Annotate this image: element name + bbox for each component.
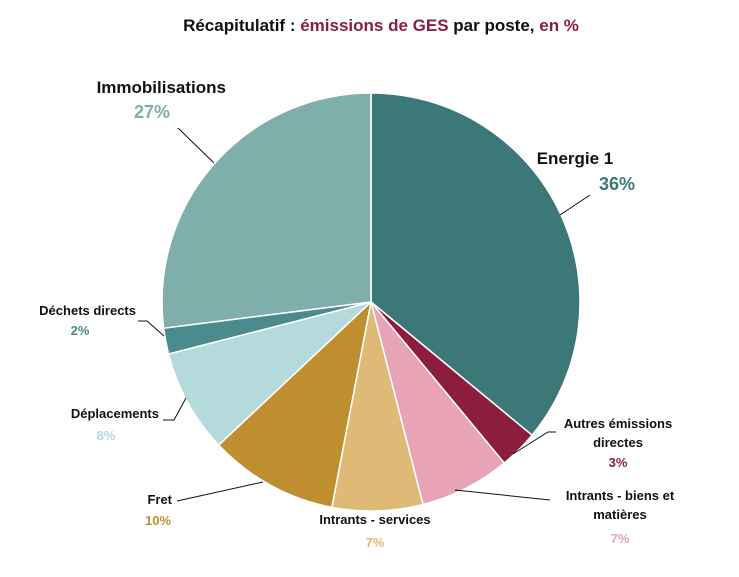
chart-title-part4: en % xyxy=(539,16,579,35)
chart-title-part2: émissions de GES xyxy=(300,16,448,35)
slice-label-intrants-biens-line1: Intrants - biens et xyxy=(566,488,675,503)
leader-lines xyxy=(138,127,591,502)
pie-slices xyxy=(161,92,581,512)
slice-label-intrants-biens-line2: matières xyxy=(593,507,646,522)
slice-percent-energie: 36% xyxy=(599,174,635,194)
slice-percent-intrants-biens: 7% xyxy=(611,531,630,546)
slice-label-autres-line1: Autres émissions xyxy=(564,416,672,431)
slice-label-energie: Energie 1 xyxy=(537,149,614,168)
leader-line-fret xyxy=(176,481,264,502)
slice-percent-intrants-serv: 7% xyxy=(366,535,385,550)
slice-percent-autres: 3% xyxy=(609,455,628,470)
pie-slice-energie xyxy=(370,92,581,437)
pie-slice-fret xyxy=(217,299,373,509)
slice-label-immobilisations: Immobilisations xyxy=(97,78,226,97)
leader-line-immobilisations xyxy=(177,127,215,164)
chart-title: Récapitulatif : émissions de GES par pos… xyxy=(183,16,579,35)
leader-line-energie xyxy=(559,194,591,216)
slice-labels: Energie 1 36% Autres émissions directes 3% In… xyxy=(39,78,675,550)
chart-title-part1: Récapitulatif : xyxy=(183,16,300,35)
pie-slice-immobilisations xyxy=(161,92,372,330)
slice-label-autres-line2: directes xyxy=(593,435,643,450)
leader-line-dechets xyxy=(138,320,165,337)
slice-label-deplacements: Déplacements xyxy=(71,406,159,421)
slice-percent-fret: 10% xyxy=(145,513,171,528)
slice-label-intrants-serv: Intrants - services xyxy=(319,512,430,527)
leader-line-deplacements xyxy=(163,397,187,421)
slice-label-dechets: Déchets directs xyxy=(39,303,136,318)
slice-percent-dechets: 2% xyxy=(71,323,90,338)
slice-label-fret: Fret xyxy=(147,492,172,507)
slice-percent-deplacements: 8% xyxy=(97,428,116,443)
chart-title-part3: par poste, xyxy=(449,16,540,35)
pie-slice-deplacements xyxy=(167,301,372,447)
slice-percent-immobilisations: 27% xyxy=(134,102,170,122)
leader-line-autres xyxy=(512,431,556,455)
leader-line-intrants-biens xyxy=(454,489,551,501)
